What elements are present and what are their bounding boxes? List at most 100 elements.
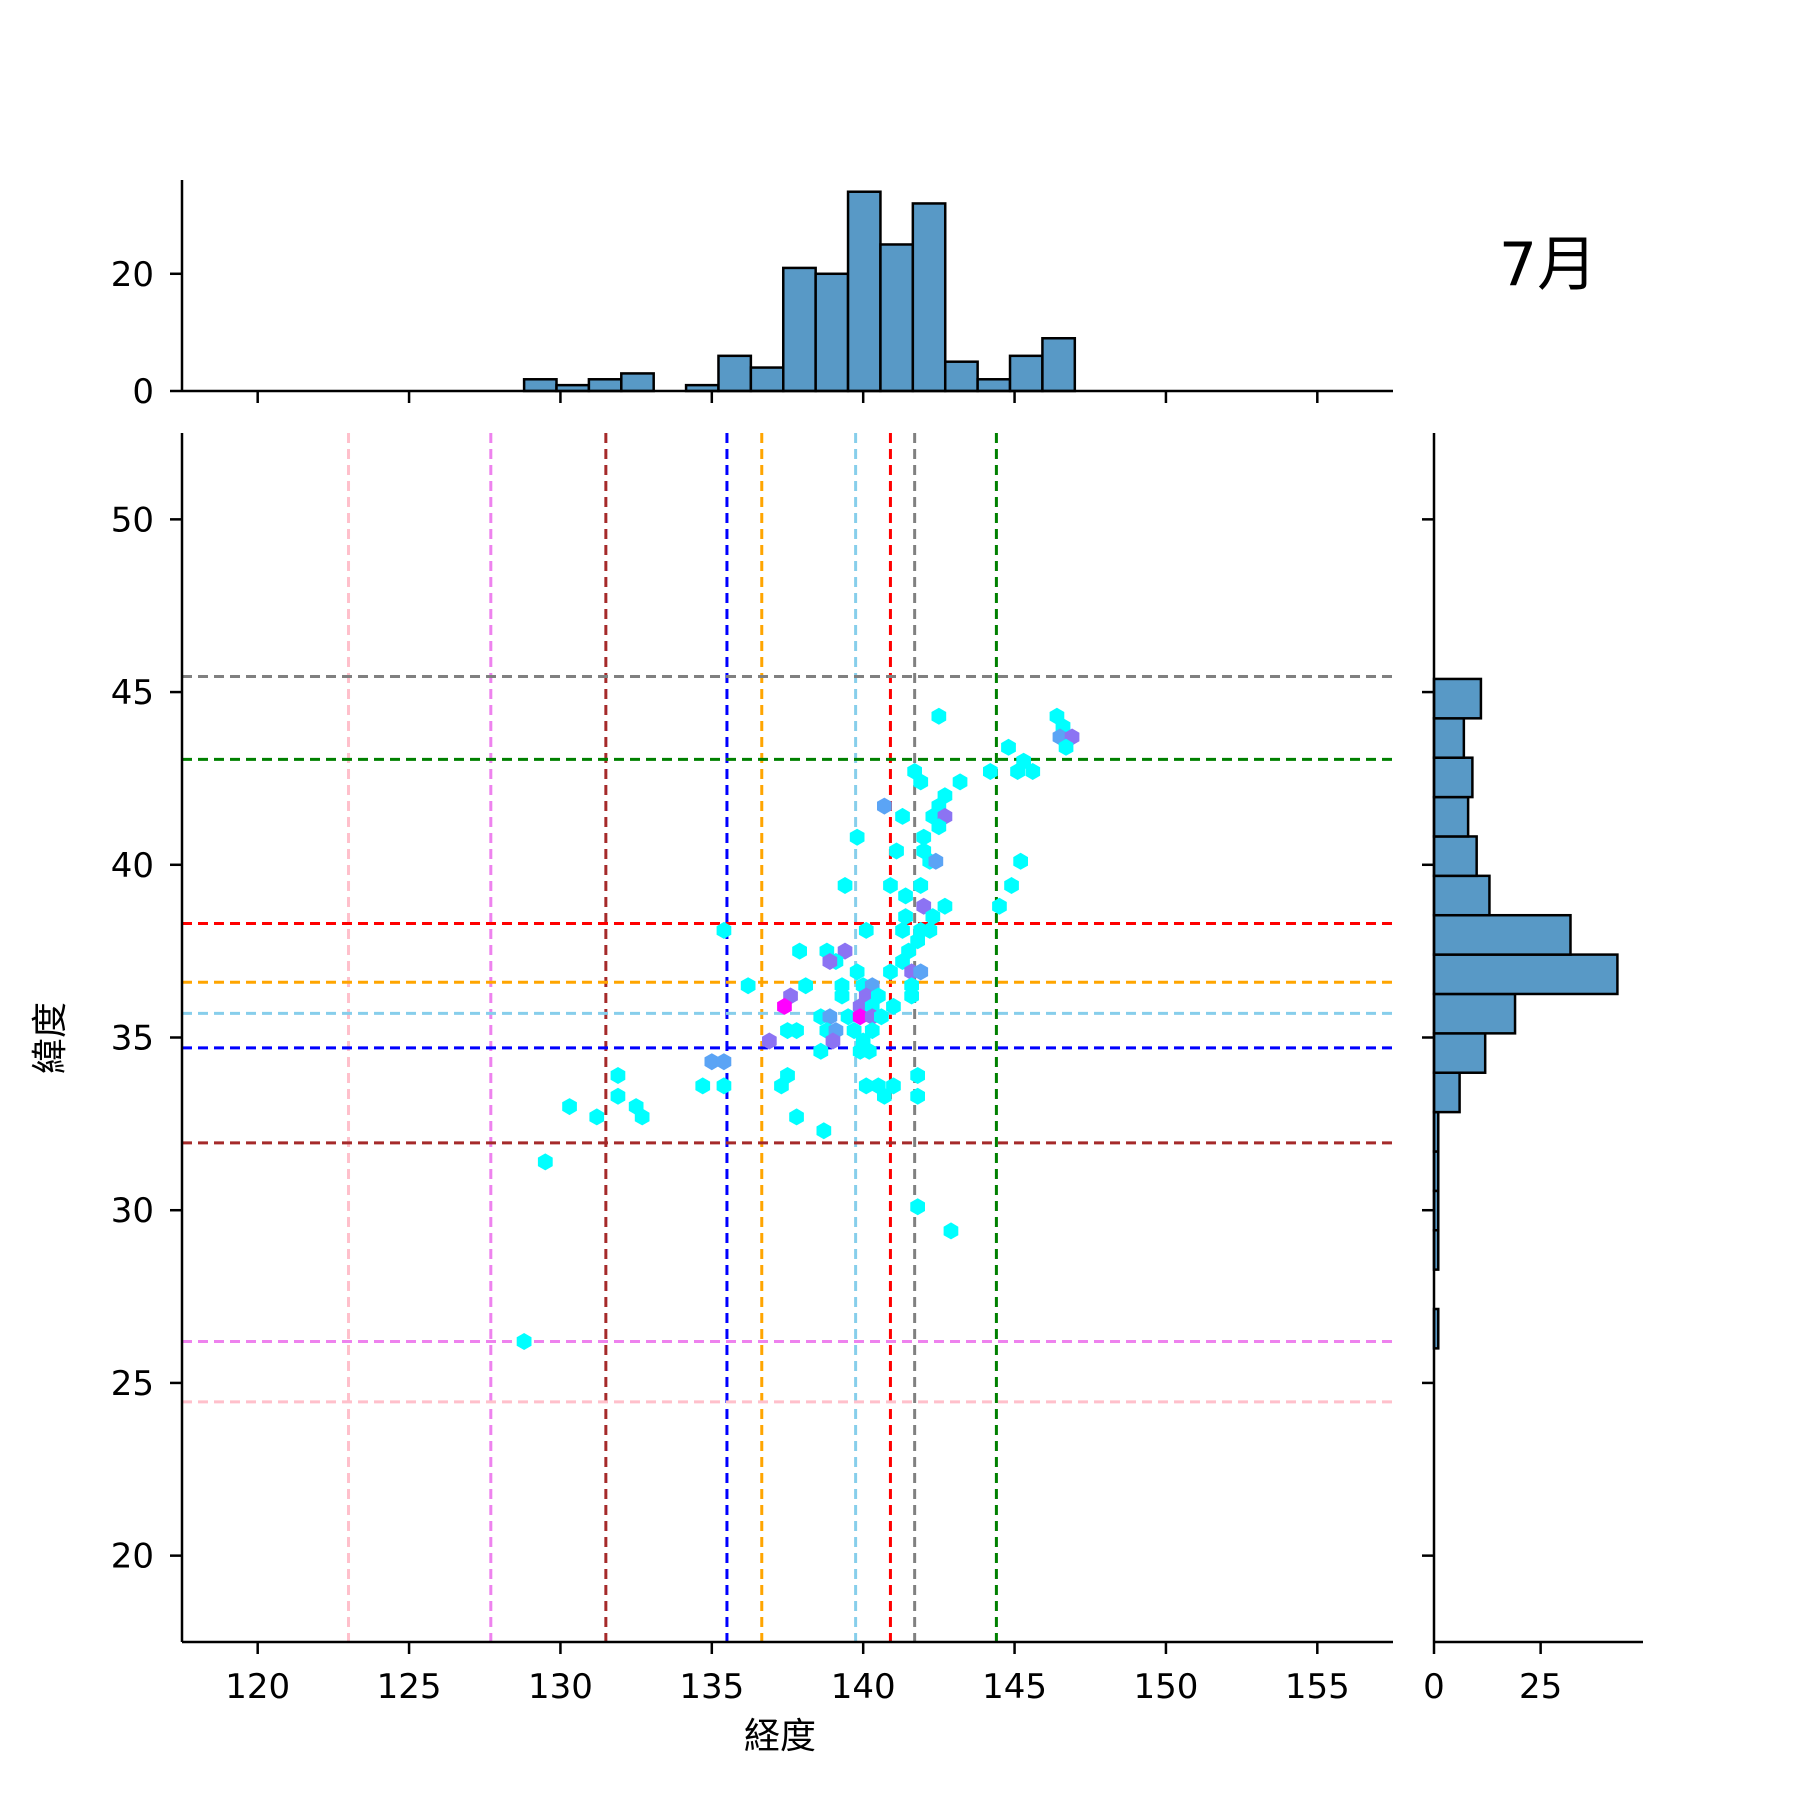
right-hist-bar <box>1432 795 1470 838</box>
hexbin-cell <box>992 897 1007 915</box>
x-tick-label: 155 <box>1285 1667 1350 1707</box>
hexbin-cell <box>716 1053 732 1071</box>
hexbin-cell <box>877 797 892 815</box>
top-marginal-histogram <box>522 190 1077 393</box>
hexbin-cell <box>910 1198 925 1216</box>
hexbin-cell <box>983 763 998 780</box>
hexbin-cell <box>913 963 929 981</box>
hexbin-cell <box>925 908 941 926</box>
hexbin-cell <box>716 921 732 939</box>
hexbin-cell <box>834 987 850 1005</box>
hexbin-cell <box>952 773 968 791</box>
y-tick-label: 20 <box>111 1537 154 1577</box>
x-tick-label: 145 <box>982 1667 1047 1707</box>
top-hist-bar <box>782 266 817 393</box>
hexbin-cell <box>822 953 838 970</box>
hexbin-cell <box>837 877 853 894</box>
hexbin-cell <box>874 1008 889 1026</box>
top-hist-bar <box>522 378 558 393</box>
hexbin-cell <box>898 908 913 926</box>
hexbin-cell <box>904 987 919 1005</box>
hexbin-cell <box>1004 877 1019 894</box>
right-hist-bar <box>1432 835 1478 878</box>
hexbin-cell <box>910 1087 925 1105</box>
hexbin-cell <box>861 1042 877 1060</box>
y-tick-label: 50 <box>111 500 154 540</box>
hexbin-cell <box>792 942 807 960</box>
top-hist-y-tick-label: 0 <box>132 372 154 412</box>
hexbin-cell <box>825 1032 841 1050</box>
hexbin-cell <box>798 977 813 995</box>
hexbin-cell <box>589 1108 605 1126</box>
y-tick-label: 25 <box>111 1364 154 1404</box>
hexbin-cell <box>849 963 865 981</box>
hexbin-cell <box>610 1087 626 1105</box>
hexbin-cell <box>840 1008 856 1026</box>
x-axis-title: 経度 <box>744 1716 816 1757</box>
hexbin-cell <box>777 997 792 1015</box>
hexbin-layer <box>516 707 1080 1350</box>
top-hist-bar <box>814 272 850 393</box>
top-hist-bar <box>717 354 753 393</box>
right-hist-bar <box>1432 677 1483 720</box>
hexbin-cell <box>562 1098 577 1116</box>
top-hist-bar <box>749 366 785 393</box>
right-hist-bar <box>1432 756 1474 799</box>
x-tick-label: 150 <box>1133 1667 1198 1707</box>
hexbin-cell <box>774 1077 789 1095</box>
x-tick-label: 120 <box>225 1667 290 1707</box>
hexbin-cell <box>898 887 913 905</box>
x-tick-label: 130 <box>528 1667 593 1707</box>
hexbin-cell <box>943 1222 959 1240</box>
hexbin-cell <box>789 1022 804 1040</box>
hexbin-cell <box>931 818 947 836</box>
hexbin-cell <box>610 1067 626 1084</box>
top-hist-bar <box>620 372 655 393</box>
hexbin-cell <box>889 842 904 860</box>
hexbin-cell <box>864 1022 880 1040</box>
y-tick-label: 30 <box>111 1191 154 1231</box>
hexbin-cell <box>886 1077 901 1095</box>
right-hist-bar <box>1432 913 1572 956</box>
hexbin-cell <box>837 942 853 960</box>
chart-title: 7月 <box>1499 230 1597 300</box>
right-hist-bar <box>1432 874 1491 917</box>
hexbin-cell <box>537 1153 553 1171</box>
hexbin-cell <box>858 1077 874 1095</box>
top-hist-y-tick-label: 20 <box>111 255 154 295</box>
hexbin-cell <box>916 897 932 915</box>
hexbin-cell <box>695 1077 711 1095</box>
right-hist-bar <box>1432 992 1517 1035</box>
hexbin-cell <box>740 977 756 995</box>
hexbin-cell <box>910 932 925 950</box>
hexbin-cell <box>816 1122 832 1140</box>
y-axis-title: 緯度 <box>30 1002 71 1074</box>
hexbin-cell <box>704 1053 720 1071</box>
axes-layer: 120 125 130 135 140 145 150 155 20 25 30 35 40 45 50 0 2… <box>111 180 1643 1707</box>
x-tick-label: 140 <box>831 1667 896 1707</box>
top-hist-bar <box>846 190 882 393</box>
hexbin-cell <box>1058 738 1074 756</box>
hexbin-cell <box>913 773 929 791</box>
hexbin-cell <box>762 1032 777 1050</box>
hexbin-cell <box>895 921 910 939</box>
hexbin-cell <box>822 1008 838 1026</box>
right-hist-bar <box>1432 953 1619 996</box>
right-hist-bar <box>1432 1071 1461 1114</box>
top-hist-bar <box>587 378 623 393</box>
hexbin-cell <box>886 997 901 1015</box>
hexbin-cell <box>716 1077 732 1095</box>
hexbin-cell <box>916 828 932 846</box>
top-hist-bar <box>976 378 1012 393</box>
hexbin-cell <box>1025 763 1041 780</box>
top-hist-bar <box>1041 337 1077 393</box>
hexbin-cell <box>858 921 874 939</box>
hexbin-cell <box>789 1108 804 1126</box>
right-hist-bar <box>1432 1032 1487 1074</box>
x-tick-label: 135 <box>679 1667 744 1707</box>
right-marginal-histogram <box>1432 677 1619 1350</box>
right-hist-bar <box>1432 717 1466 759</box>
hexbin-cell <box>931 707 947 725</box>
